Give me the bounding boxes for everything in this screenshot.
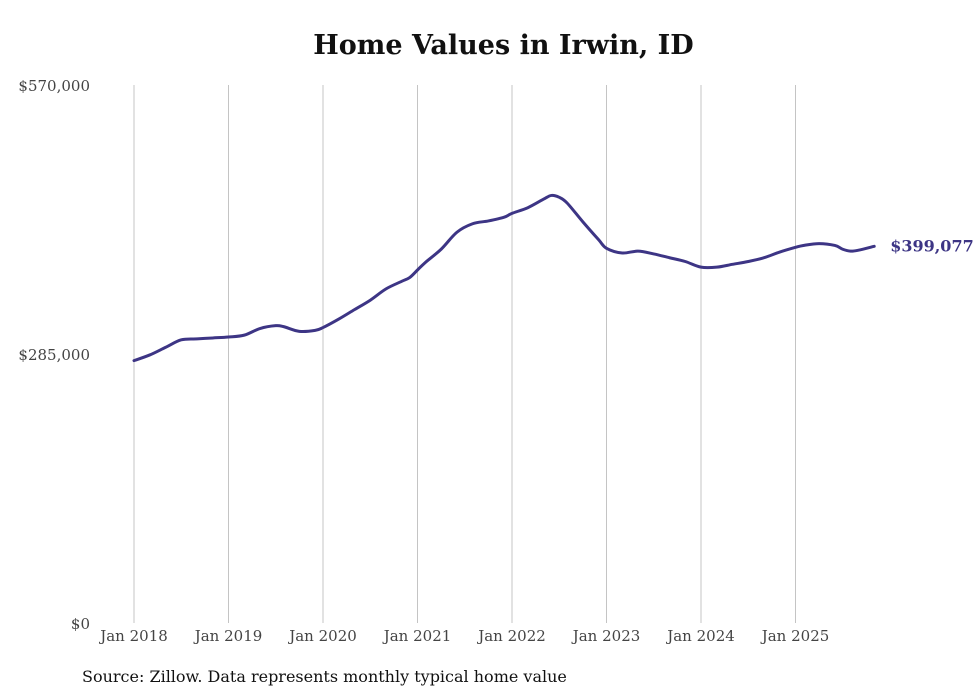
y-tick-label: $285,000 [18, 346, 90, 364]
x-tick-label: Jan 2022 [476, 627, 546, 645]
x-tick-label: Jan 2018 [98, 627, 168, 645]
y-tick-label: $0 [71, 615, 90, 633]
y-tick-label: $570,000 [18, 77, 90, 95]
x-tick-label: Jan 2024 [665, 627, 735, 645]
line-chart: $0$285,000$570,000 Jan 2018 Jan 2019 Jan 2… [18, 77, 974, 645]
end-value-label: $399,077 [890, 236, 974, 255]
grid-lines [133, 85, 796, 623]
x-tick-label: Jan 2019 [193, 627, 263, 645]
series-line [132, 193, 876, 363]
chart-title: Home Values in Irwin, ID [313, 30, 694, 61]
x-tick-label: Jan 2020 [287, 627, 357, 645]
x-tick-label: Jan 2025 [760, 627, 830, 645]
x-axis-labels: Jan 2018 Jan 2019 Jan 2020 Jan 2021 Jan 2022… [98, 627, 829, 645]
series-layer: $399,077 [132, 193, 974, 363]
x-tick-label: Jan 2021 [382, 627, 452, 645]
y-axis-labels: $0 $285,000 $570,000 [18, 77, 90, 633]
source-note: Source: Zillow. Data represents monthly … [82, 667, 567, 686]
x-tick-label: Jan 2023 [571, 627, 641, 645]
